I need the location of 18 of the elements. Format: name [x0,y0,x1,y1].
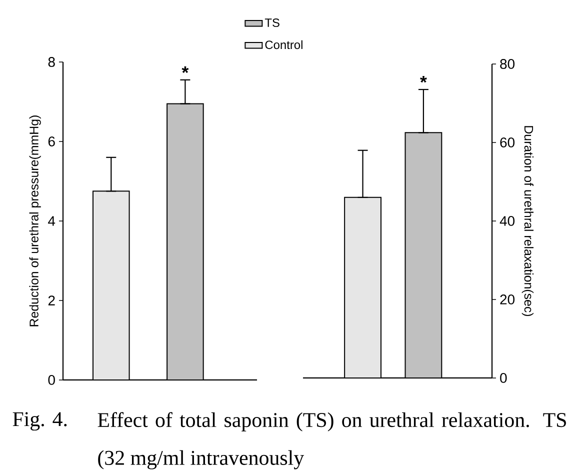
y-tick-label: 4 [48,216,56,226]
legend-label: Control [265,40,302,50]
legend-label: TS [264,18,280,27]
annotation: * [420,76,427,83]
caption: Fig. 4. [12,412,67,431]
text: Effect of total saponin (TS) on urethral relaxation. TS (32 mg/ml intravenously [98,412,566,470]
y-axis-title: Reduction of urethral pressure(mmHg) [29,116,41,326]
y2-tick-label: 40 [500,216,515,226]
y2-tick-label: 60 [500,138,515,148]
y-tick-label: 8 [48,57,55,67]
y2-tick-label: 20 [500,294,515,304]
y-tick-label: 0 [48,375,55,385]
y2-tick-label: 0 [500,373,507,383]
y-tick-label: 6 [48,136,55,146]
y2-axis-title: Duration of urethral relaxation(sec) [522,126,534,316]
y2-tick-label: 80 [500,59,515,69]
annotation: * [182,66,189,73]
y-tick-label: 2 [48,296,55,306]
